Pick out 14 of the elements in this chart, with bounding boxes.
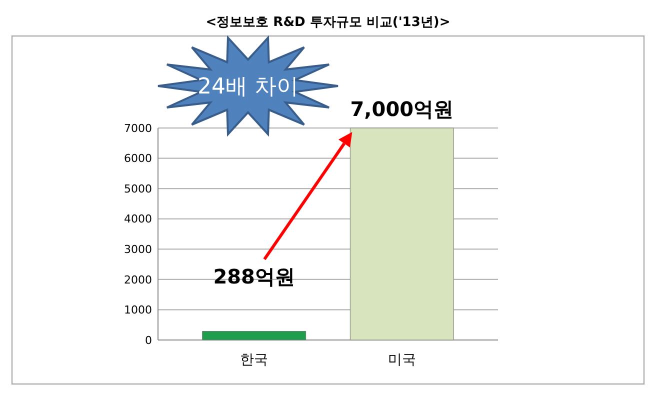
y-tick-label: 4000 xyxy=(124,212,152,226)
x-tick-label: 한국 xyxy=(240,352,268,368)
y-tick-label: 0 xyxy=(145,334,152,347)
y-tick-label: 3000 xyxy=(124,242,152,256)
y-tick-label: 6000 xyxy=(124,152,152,166)
y-tick-label: 1000 xyxy=(124,304,152,317)
y-tick-label: 7000 xyxy=(124,122,152,135)
y-tick-label: 5000 xyxy=(124,182,152,196)
text: 24배 차이 xyxy=(198,74,298,100)
data-label: 7,000억원 xyxy=(350,97,454,121)
data-label: 288억원 xyxy=(213,264,295,288)
x-tick-label: 미국 xyxy=(388,352,416,368)
chart-title: <정보보호 R&D 투자규모 비교('13년)> xyxy=(206,15,450,30)
y-tick-label: 2000 xyxy=(124,273,152,286)
